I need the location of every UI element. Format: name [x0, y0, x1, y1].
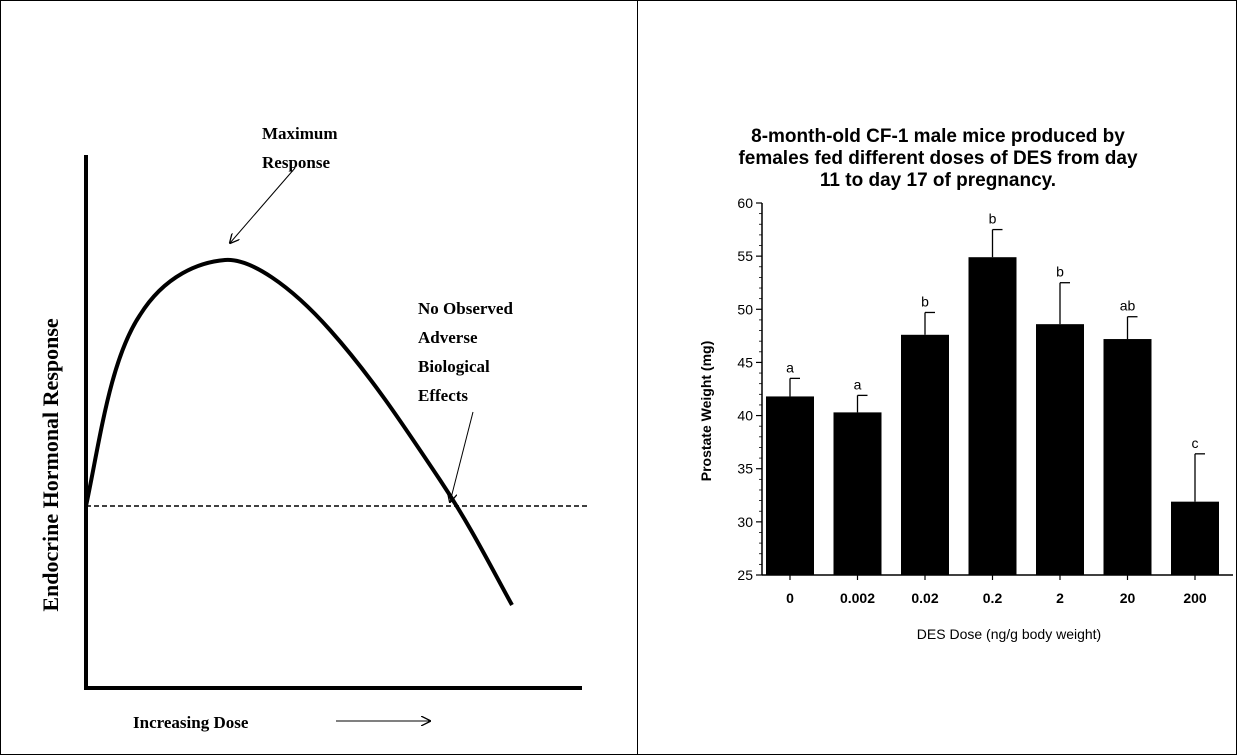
noael-arrow [450, 411, 474, 502]
max-response-arrow [230, 167, 296, 243]
annotation-noael-line-4: Effects [418, 386, 468, 405]
annotation-noael-line-2: Adverse [418, 328, 478, 347]
left-panel-chart: Maximum Response No Observed Adverse Bio… [38, 124, 590, 732]
annotation-max-line-1: Maximum [262, 124, 338, 143]
left-y-axis-label: Endocrine Hormonal Response [38, 318, 63, 612]
annotation-noael-line-1: No Observed [418, 299, 513, 318]
left-x-axis-label: Increasing Dose [133, 713, 249, 732]
panel-divider [637, 0, 638, 755]
annotation-noael-line-3: Biological [418, 357, 490, 376]
annotation-max-line-2: Response [262, 153, 330, 172]
